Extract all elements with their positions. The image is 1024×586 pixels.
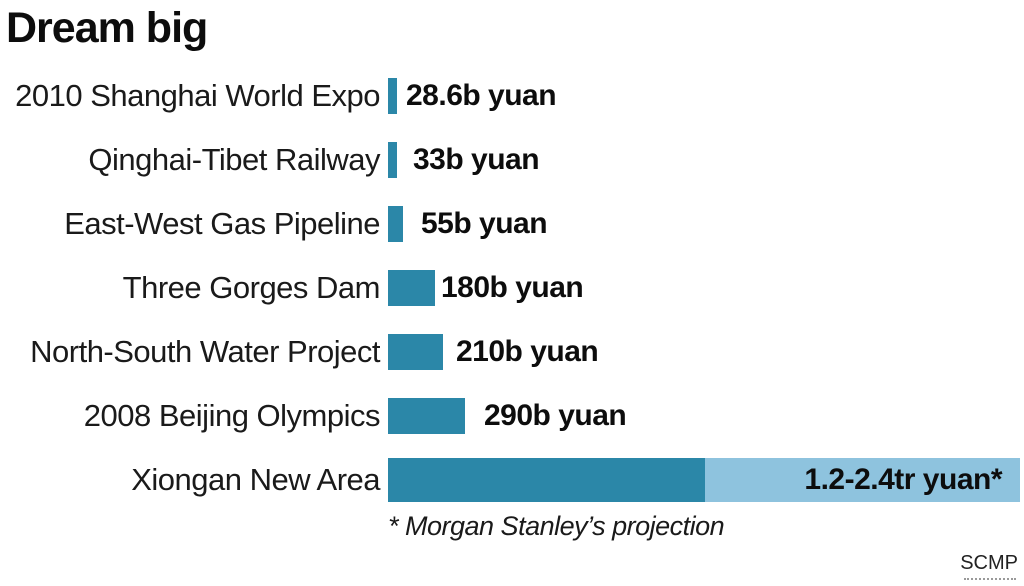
bar-row-north-south-water-project: North-South Water Project 210b yuan [0, 332, 1024, 372]
value-label: 1.2-2.4tr yuan* [804, 463, 1002, 496]
bar [388, 398, 465, 434]
bar [388, 78, 397, 114]
footnote: * Morgan Stanley’s projection [388, 511, 725, 541]
bar-label: 2010 Shanghai World Expo [15, 78, 380, 113]
bar-row-beijing-olympics: 2008 Beijing Olympics 290b yuan [0, 396, 1024, 436]
value-label: 33b yuan [413, 143, 540, 176]
bar-label: Xiongan New Area [131, 462, 380, 497]
value-label: 55b yuan [421, 207, 548, 240]
bar-label: North-South Water Project [30, 334, 380, 369]
bar [388, 206, 403, 242]
bar-row-shanghai-expo: 2010 Shanghai World Expo 28.6b yuan [0, 76, 1024, 116]
bar [388, 458, 705, 502]
bar-label: Three Gorges Dam [122, 270, 381, 305]
value-label: 290b yuan [484, 399, 627, 432]
bar-projection-range [705, 458, 1020, 502]
value-label: 210b yuan [456, 335, 599, 368]
bar-label: East-West Gas Pipeline [64, 206, 380, 241]
source-credit: SCMP [960, 552, 1018, 574]
bar [388, 142, 397, 178]
bar-row-three-gorges-dam: Three Gorges Dam 180b yuan [0, 268, 1024, 308]
bar-label: 2008 Beijing Olympics [83, 398, 381, 433]
bar-label: Qinghai-Tibet Railway [88, 142, 380, 177]
chart-title: Dream big [6, 4, 208, 52]
value-label: 180b yuan [441, 271, 584, 304]
source-underline [964, 578, 1016, 583]
bar [388, 334, 443, 370]
bar-row-east-west-gas-pipeline: East-West Gas Pipeline 55b yuan [0, 204, 1024, 244]
value-label: 28.6b yuan [406, 79, 557, 112]
bar [388, 270, 435, 306]
bar-row-xiongan-new-area: Xiongan New Area 1.2-2.4tr yuan* [0, 458, 1024, 502]
bar-row-qinghai-tibet-railway: Qinghai-Tibet Railway 33b yuan [0, 140, 1024, 180]
